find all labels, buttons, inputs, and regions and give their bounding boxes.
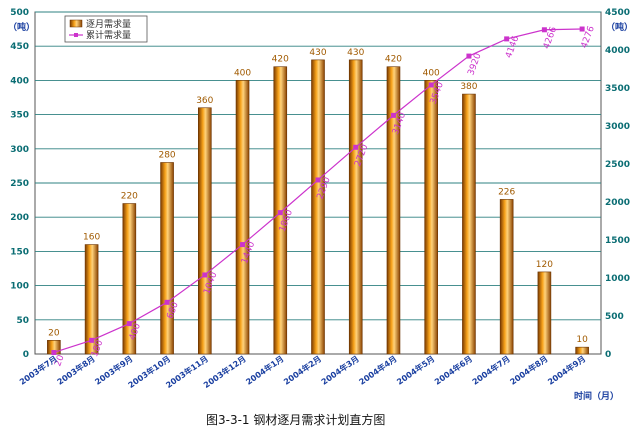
- bar-value-label: 430: [347, 48, 364, 58]
- bar-value-label: 226: [498, 187, 515, 197]
- cumulative-point: [51, 349, 57, 355]
- y-tick-label: 300: [10, 145, 29, 155]
- y2-tick-label: 4000: [605, 46, 630, 56]
- legend-bar-swatch: [69, 19, 83, 28]
- bar-value-label: 120: [536, 260, 553, 270]
- y-tick-label: 450: [10, 42, 29, 52]
- bar-value-label: 420: [385, 55, 402, 65]
- bar: [160, 162, 174, 355]
- cumulative-point: [390, 112, 396, 118]
- y-tick-label: 100: [10, 282, 29, 292]
- bar-value-label: 360: [196, 96, 213, 106]
- y2-tick-label: 500: [605, 312, 624, 322]
- x-tick-label: 2004年7月: [470, 353, 512, 386]
- x-axis-label: 时间（月）: [574, 390, 619, 402]
- legend-marker: [74, 33, 78, 37]
- bar-value-label: 20: [48, 328, 60, 338]
- y-tick-label: 350: [10, 111, 29, 121]
- bar-value-label: 430: [309, 48, 326, 58]
- y-tick-label: 500: [10, 8, 29, 18]
- x-tick-label: 2004年8月: [508, 353, 550, 386]
- y-tick-label: 400: [10, 76, 29, 86]
- bar: [386, 66, 401, 355]
- bar: [122, 203, 137, 355]
- bar-value-label: 420: [272, 55, 289, 65]
- y-tick-label: 200: [10, 213, 29, 223]
- cumulative-point: [164, 299, 170, 305]
- bar-value-label: 280: [158, 150, 175, 160]
- legend: 逐月需求量 累计需求量: [64, 15, 148, 43]
- x-tick-label: 2004年4月: [357, 353, 399, 386]
- cumulative-point: [126, 321, 132, 327]
- bar-value-label: 10: [576, 335, 588, 345]
- legend-label-cumulative: 累计需求量: [86, 29, 131, 41]
- bar: [311, 59, 325, 355]
- cumulative-point: [202, 272, 208, 278]
- bar: [348, 59, 363, 355]
- x-tick-label: 2004年1月: [244, 353, 286, 386]
- y-tick-label: 150: [10, 247, 29, 257]
- cumulative-value-label: 20: [53, 353, 66, 367]
- chart-title: 图3-3-1 钢材逐月需求计划直方图: [206, 412, 385, 427]
- x-tick-label: 2004年6月: [432, 353, 474, 386]
- y2-tick-label: 3000: [605, 122, 630, 132]
- y2-tick-label: 4500: [605, 8, 630, 18]
- x-tick-label: 2003年12月: [201, 353, 247, 390]
- bar: [462, 93, 476, 355]
- y2-tick-label: 2500: [605, 160, 630, 170]
- cumulative-point: [504, 36, 510, 42]
- x-tick-label: 2004年5月: [395, 353, 437, 386]
- legend-label-monthly: 逐月需求量: [86, 18, 131, 30]
- y-tick-label: 0: [23, 350, 29, 360]
- cumulative-point: [240, 242, 246, 248]
- y2-axis-label: （吨）: [606, 21, 633, 33]
- cumulative-point: [428, 82, 434, 88]
- y-tick-label: 250: [10, 179, 29, 189]
- cumulative-point: [579, 26, 585, 32]
- bar: [235, 80, 250, 355]
- cumulative-point: [466, 53, 472, 59]
- cumulative-point: [89, 337, 95, 343]
- bar: [575, 346, 589, 355]
- y-tick-label: 50: [16, 316, 29, 326]
- y-axis-label: （吨）: [8, 21, 35, 33]
- bar: [499, 199, 514, 355]
- y2-tick-label: 3500: [605, 84, 630, 94]
- y2-tick-label: 1500: [605, 236, 630, 246]
- x-tick-label: 2004年2月: [281, 353, 323, 386]
- bar: [537, 271, 552, 355]
- x-tick-label: 2004年9月: [546, 353, 588, 386]
- bar-value-label: 220: [121, 192, 138, 202]
- bar-value-label: 400: [234, 68, 251, 78]
- bar: [84, 244, 99, 355]
- y2-tick-label: 0: [605, 350, 611, 360]
- y2-tick-label: 1000: [605, 274, 630, 284]
- cumulative-point: [277, 210, 283, 216]
- x-tick-label: 2004年3月: [319, 353, 361, 386]
- cumulative-point: [353, 144, 359, 150]
- y2-tick-label: 2000: [605, 198, 630, 208]
- bar-value-label: 380: [460, 82, 477, 92]
- bar: [424, 80, 439, 355]
- bar-value-label: 400: [423, 68, 440, 78]
- cumulative-point: [315, 177, 321, 183]
- bar-series: 20 160 220 280 360 400 420 430 430 420 400 380 226 12…: [47, 48, 589, 355]
- cumulative-point: [541, 27, 547, 33]
- bar: [198, 107, 212, 355]
- bar-value-label: 160: [83, 233, 100, 243]
